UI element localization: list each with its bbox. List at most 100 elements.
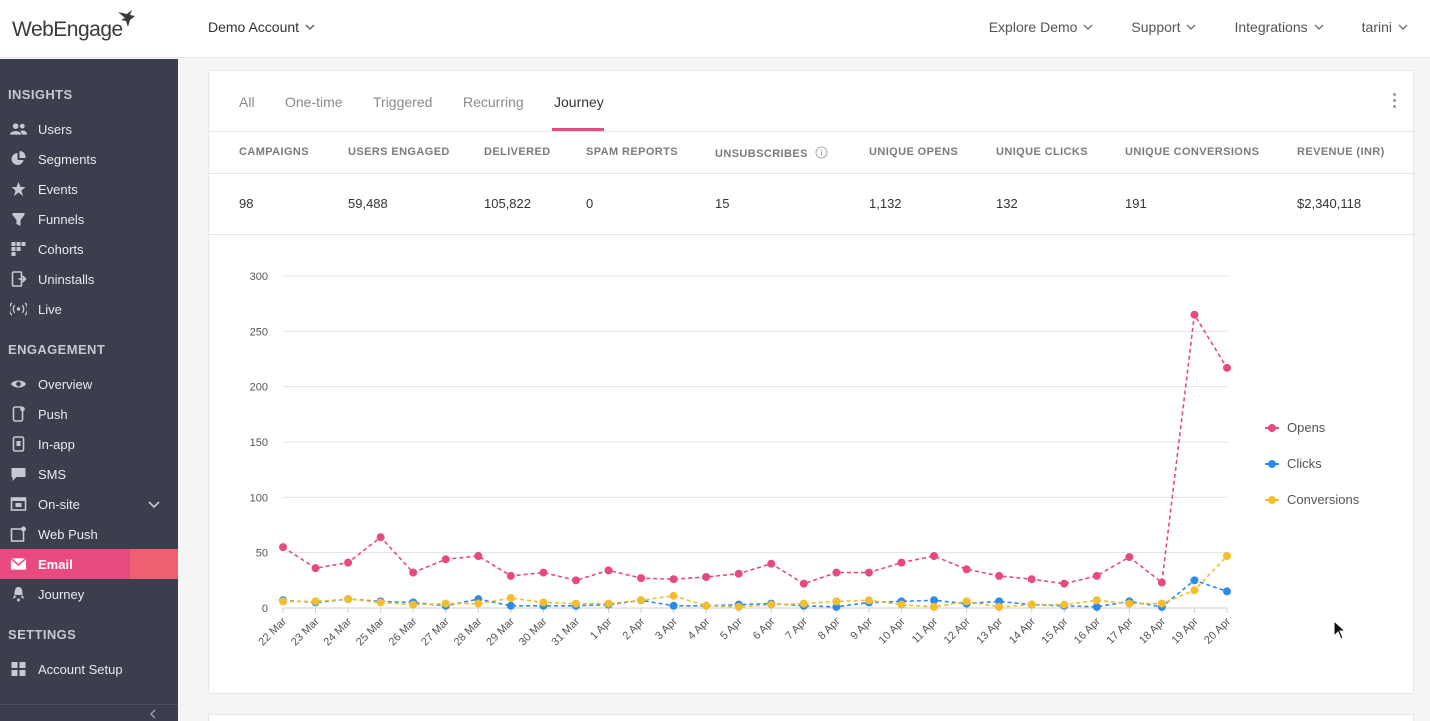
data-point-conversions (1125, 599, 1134, 608)
more-options-icon[interactable] (1393, 93, 1397, 111)
x-tick-label: 29 Mar (484, 615, 517, 648)
journey-icon (12, 587, 25, 602)
sidebar-item-segments[interactable]: Segments (0, 144, 178, 174)
x-tick-label: 20 Apr (1202, 615, 1233, 646)
data-point-conversions (1157, 599, 1166, 608)
support-menu[interactable]: Support (1131, 19, 1196, 35)
x-tick-label: 10 Apr (877, 615, 908, 646)
data-point-conversions (734, 602, 743, 611)
envelope-icon (10, 557, 27, 570)
sidebar-item-email[interactable]: Email (0, 549, 178, 579)
x-tick-label: 16 Apr (1072, 615, 1103, 646)
sidebar-item-web-push[interactable]: Web Push (0, 519, 178, 549)
sidebar-item-uninstalls[interactable]: Uninstalls (0, 264, 178, 294)
campaign-stats-card: All One-time Triggered Recurring Journey… (208, 70, 1415, 694)
sms-icon (11, 468, 26, 481)
sidebar-item-overview[interactable]: Overview (0, 369, 178, 399)
sidebar-item-journey[interactable]: Journey (0, 579, 178, 609)
data-point-conversions (799, 599, 808, 608)
y-tick-label: 150 (250, 437, 268, 449)
metric-value-users-engaged: 59,488 (348, 196, 388, 211)
active-tab-underline (552, 128, 604, 131)
data-point-conversions (376, 598, 385, 607)
sidebar-item-live[interactable]: Live (0, 294, 178, 324)
sidebar: INSIGHTS Users Segments Events Funnels C… (0, 59, 178, 721)
chevron-down-icon[interactable] (148, 498, 160, 510)
sidebar-item-account-setup[interactable]: Account Setup (0, 654, 178, 684)
integrations-label: Integrations (1234, 19, 1308, 35)
data-point-conversions (1027, 600, 1036, 609)
sidebar-item-events[interactable]: Events (0, 174, 178, 204)
info-icon[interactable] (815, 146, 828, 159)
series-line-conversions (283, 555, 1228, 608)
uninstall-icon (11, 271, 27, 287)
support-label: Support (1131, 19, 1181, 35)
sidebar-item-on-site[interactable]: On-site (0, 489, 178, 519)
account-grid-icon (11, 662, 26, 676)
chevron-down-icon (1314, 24, 1324, 31)
metric-value-unsubscribes: 15 (715, 196, 730, 211)
sidebar-item-push[interactable]: Push (0, 399, 178, 429)
tab-all[interactable]: All (239, 94, 255, 110)
account-switcher[interactable]: Demo Account (208, 19, 315, 35)
eye-icon (10, 380, 27, 388)
data-point-opens (1223, 363, 1231, 372)
data-point-conversions (897, 600, 906, 609)
chevron-down-icon (1083, 24, 1093, 31)
legend-item-clicks[interactable]: Clicks (1265, 456, 1322, 471)
data-point-opens (279, 543, 287, 552)
y-tick-label: 250 (250, 326, 268, 338)
data-point-opens (571, 576, 580, 585)
tab-journey[interactable]: Journey (554, 94, 604, 110)
x-tick-label: 25 Mar (354, 615, 387, 648)
section-settings: SETTINGS (8, 627, 77, 642)
metric-header: SPAM REPORTS (586, 146, 678, 158)
x-tick-label: 13 Apr (974, 615, 1005, 646)
sidebar-collapse-toggle[interactable] (0, 704, 178, 721)
x-tick-label: 3 Apr (653, 615, 680, 642)
data-point-opens (441, 555, 450, 564)
x-tick-label: 30 Mar (517, 615, 550, 648)
sidebar-item-label: Live (38, 302, 62, 317)
sidebar-item-sms[interactable]: SMS (0, 459, 178, 489)
metric-header: CAMPAIGNS (239, 146, 310, 158)
sidebar-item-funnels[interactable]: Funnels (0, 204, 178, 234)
data-point-conversions (539, 598, 548, 607)
legend-item-conversions[interactable]: Conversions (1265, 492, 1359, 507)
metric-header: REVENUE (INR) (1297, 146, 1385, 158)
sidebar-item-users[interactable]: Users (0, 114, 178, 144)
data-point-conversions (441, 599, 450, 608)
legend-label: Clicks (1287, 456, 1322, 471)
x-tick-label: 31 Mar (549, 615, 582, 648)
sidebar-item-cohorts[interactable]: Cohorts (0, 234, 178, 264)
data-point-conversions (1060, 600, 1069, 609)
explore-demo-menu[interactable]: Explore Demo (989, 19, 1094, 35)
chevron-down-icon (1186, 24, 1196, 31)
data-point-clicks (995, 597, 1004, 606)
tab-one-time[interactable]: One-time (285, 94, 343, 110)
sidebar-item-label: Uninstalls (38, 272, 95, 287)
chevron-down-icon (1398, 24, 1408, 31)
tab-recurring[interactable]: Recurring (463, 94, 524, 110)
sidebar-item-in-app[interactable]: In-app (0, 429, 178, 459)
data-point-opens (897, 558, 906, 567)
legend-item-opens[interactable]: Opens (1265, 420, 1325, 435)
data-point-opens (506, 571, 515, 580)
metric-header: UNIQUE CLICKS (996, 146, 1088, 158)
data-point-conversions (995, 602, 1004, 611)
data-point-opens (734, 569, 743, 578)
series-line-clicks (282, 579, 1228, 608)
data-point-opens (637, 574, 646, 583)
user-menu[interactable]: tarini (1362, 19, 1408, 35)
browser-icon (10, 497, 27, 511)
data-point-clicks (930, 596, 939, 605)
data-point-opens (669, 575, 678, 584)
tab-triggered[interactable]: Triggered (373, 94, 433, 110)
y-tick-label: 0 (262, 603, 268, 615)
data-point-conversions (930, 602, 939, 611)
broadcast-icon (10, 302, 27, 316)
sidebar-item-label: Users (38, 122, 72, 137)
x-tick-label: 4 Apr (686, 615, 713, 642)
integrations-menu[interactable]: Integrations (1234, 19, 1324, 35)
metric-header: UNSUBSCRIBES (715, 148, 808, 160)
